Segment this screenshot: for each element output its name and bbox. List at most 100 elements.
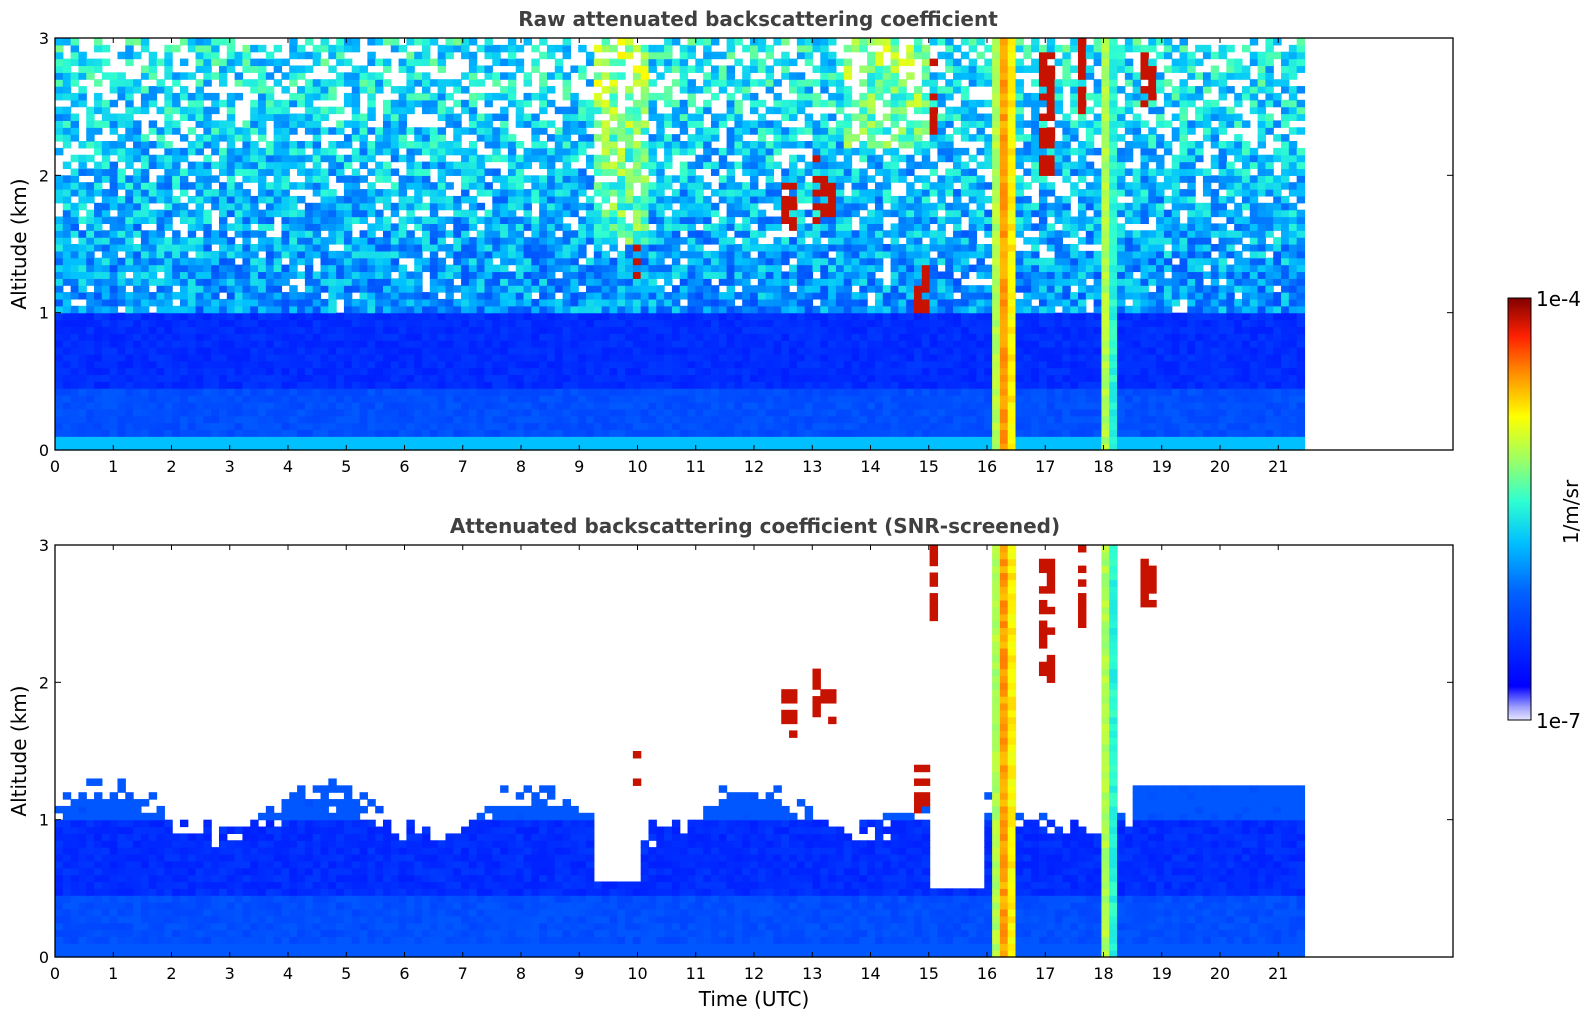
heatmap-cell [187,333,197,341]
heatmap-cell [187,305,197,314]
heatmap-cell [195,65,204,73]
heatmap-cell [781,51,790,60]
heatmap-cell [312,51,322,60]
heatmap-cell [273,44,283,53]
heatmap-cell [78,381,87,389]
heatmap-cell [406,168,415,176]
heatmap-cell [156,395,165,403]
heatmap-cell [625,415,634,424]
heatmap-cell [172,250,181,259]
heatmap-cell [62,401,72,410]
heatmap-cell [226,134,236,142]
heatmap-cell [664,244,673,252]
heatmap-cell [734,429,743,437]
heatmap-cell [703,230,712,238]
heatmap-cell [437,99,447,108]
heatmap-cell [507,395,517,403]
heatmap-cell [687,168,696,176]
heatmap-cell [164,319,173,327]
heatmap-cell [336,401,345,410]
heatmap-cell [601,395,611,403]
heatmap-cell [476,271,486,279]
heatmap-cell [742,312,751,321]
heatmap-cell [710,347,720,355]
heatmap-cell [367,72,376,80]
heatmap-cell [375,292,384,300]
heatmap-cell [695,436,704,444]
heatmap-cell [789,367,798,376]
heatmap-cell [336,209,345,218]
heatmap-cell [609,127,618,135]
heatmap-cell [726,305,735,314]
heatmap-cell [757,429,767,437]
heatmap-cell [804,113,814,121]
heatmap-cell [156,360,165,369]
heatmap-cell [804,285,814,293]
heatmap-cell [468,237,478,245]
heatmap-cell [625,250,634,259]
heatmap-cell [281,72,290,80]
heatmap-cell [812,44,821,53]
heatmap-cell [742,298,751,307]
heatmap-cell [375,264,384,273]
heatmap-cell [343,401,353,410]
heatmap-cell [781,250,790,259]
heatmap-cell [640,161,650,170]
heatmap-cell [297,230,306,238]
heatmap-cell [500,347,509,355]
heatmap-cell [179,415,189,424]
heatmap-cell [648,408,657,417]
heatmap-cell [703,326,712,334]
heatmap-cell [484,367,493,376]
heatmap-cell [515,175,525,183]
heatmap-cell [429,189,439,197]
heatmap-cell [539,106,548,115]
heatmap-cell [281,147,290,156]
heatmap-cell [78,182,87,190]
heatmap-cell [796,182,806,190]
heatmap-cell [578,408,587,417]
heatmap-cell [671,401,681,410]
heatmap-cell [671,134,681,142]
heatmap-cell [578,72,587,80]
heatmap-cell [101,257,111,266]
heatmap-cell [250,65,259,73]
heatmap-cell [336,374,345,382]
heatmap-cell [398,86,408,94]
heatmap-cell [382,223,392,231]
heatmap-cell [148,182,158,190]
heatmap-cell [250,298,259,307]
heatmap-cell [258,401,267,410]
heatmap-cell [125,298,134,307]
heatmap-cell [695,292,704,300]
heatmap-cell [609,271,618,279]
heatmap-cell [750,106,759,115]
heatmap-cell [125,422,134,430]
heatmap-cell [664,58,673,67]
heatmap-cell [125,175,134,183]
heatmap-cell [133,319,142,327]
heatmap-cell [203,408,212,417]
heatmap-cell [515,182,525,190]
heatmap-cell [273,408,283,417]
heatmap-cell [734,360,743,369]
heatmap-cell [211,298,220,307]
heatmap-cell [297,92,306,101]
heatmap-cell [570,120,579,128]
heatmap-cell [117,408,126,417]
heatmap-cell [718,436,728,444]
heatmap-cell [492,250,501,259]
heatmap-cell [140,264,150,273]
heatmap-cell [86,305,95,314]
heatmap-cell [539,333,548,341]
heatmap-cell [242,202,251,211]
heatmap-cell [437,195,447,204]
heatmap-cell [461,264,470,273]
heatmap-cell [750,58,759,67]
heatmap-cell [414,175,423,183]
heatmap-cell [414,147,423,156]
heatmap-cell [125,340,134,348]
heatmap-cell [609,443,618,451]
heatmap-cell [429,353,439,362]
heatmap-cell [437,374,447,382]
